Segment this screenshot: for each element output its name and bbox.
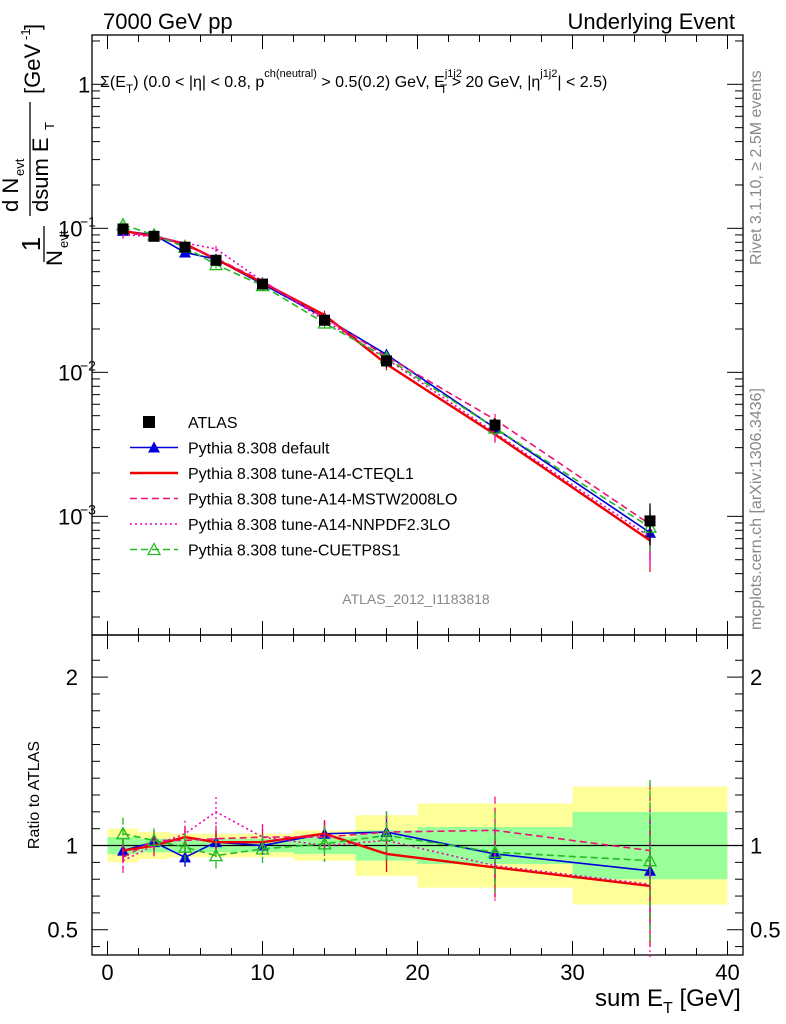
title-part: > 0.5(0.2) GeV, E [317, 74, 445, 91]
x-label-part: sum E [595, 985, 663, 1012]
title-part: | < 2.5) [557, 74, 607, 91]
y-label-one: 1 [16, 237, 46, 251]
y-tick-label: 10 [58, 216, 82, 241]
ratio-y-tick-label: 2 [66, 665, 78, 690]
mcplots-source-label: mcplots.cern.ch [arXiv:1306.3436] [748, 388, 765, 630]
y-label-dsum-sub: T [42, 122, 57, 130]
atlas-data-point [179, 241, 191, 253]
x-label-text: sum ET [GeV] [595, 985, 741, 1017]
atlas-data-point [489, 419, 501, 431]
atlas-data-point [381, 355, 392, 367]
ratio-series-point-4 [379, 828, 394, 842]
legend-marker-4 [146, 542, 162, 556]
ratio-y-axis-label: Ratio to ATLAS [26, 741, 43, 849]
analysis-id-watermark: ATLAS_2012_I1183818 [342, 591, 490, 607]
ratio-series-point-4 [177, 839, 193, 853]
y-label-dsum: dsum E [28, 137, 53, 212]
x-tick-label: 30 [560, 960, 584, 985]
ratio-series-point-4 [487, 844, 503, 858]
rivet-version-label: Rivet 3.1.10, ≥ 2.5M events [748, 70, 765, 265]
y-label-unit: [GeV [20, 44, 45, 94]
ratio-series-point-4 [115, 826, 131, 840]
legend-marker-atlas [143, 416, 155, 428]
y-label-nevt: N [42, 250, 67, 266]
ratio-y-tick-label: 1 [66, 834, 78, 859]
y-tick-exponent: −3 [80, 501, 96, 517]
ratio-series-point-4 [317, 836, 332, 850]
legend: ATLAS Pythia 8.308 default Pythia 8.308 tu… [130, 415, 457, 560]
ratio-series-point-4 [255, 841, 270, 855]
y-label-dn-sub: evt [12, 158, 27, 176]
atlas-data-point [319, 314, 330, 326]
y-label-unit-sup: -1 [18, 28, 33, 40]
ratio-series-point-4 [642, 853, 658, 867]
title-part: T [126, 82, 134, 96]
ratio-series-point-4 [208, 848, 224, 862]
x-tick-label: 40 [715, 960, 739, 985]
y-tick-label: 1 [78, 72, 90, 97]
title-part: Σ(E [100, 74, 126, 91]
ratio-y-tick-label-right: 0.5 [750, 918, 781, 943]
y-tick-exponent: −1 [80, 213, 96, 229]
title-part: ch(neutral) [264, 68, 317, 80]
title-part: > 20 GeV, |η [447, 74, 540, 91]
ratio-y-tick-label-right: 2 [750, 665, 762, 690]
title-part: j1j2 [444, 68, 462, 80]
y-label-nevt-sub: evt [56, 230, 71, 248]
x-tick-label: 10 [250, 960, 274, 985]
legend-label-4: Pythia 8.308 tune-CUETP8S1 [188, 543, 401, 560]
ratio-plot-panel: 0 10 20 30 40 0.5 0.5 1 1 2 2 [47, 634, 781, 985]
y-tick-label: 10 [58, 360, 82, 385]
chart-title: Σ(ET) (0.0 < |η| < 0.8, pch(neutral) > 0… [100, 68, 607, 96]
ratio-y-tick-label: 0.5 [47, 918, 78, 943]
collision-energy-label: 7000 GeV pp [103, 9, 233, 34]
x-axis-label: sum ET [GeV] [595, 985, 741, 1017]
legend-marker-0 [148, 441, 160, 453]
legend-label-0: Pythia 8.308 default [188, 441, 330, 458]
legend-label-2: Pythia 8.308 tune-A14-MSTW2008LO [188, 492, 457, 509]
title-part: ) (0.0 < |η| < 0.8, p [133, 74, 264, 91]
x-tick-label: 0 [101, 960, 113, 985]
x-label-unit: [GeV] [673, 985, 741, 1012]
title-part: j1j2 [539, 68, 557, 80]
atlas-data-point [148, 230, 160, 242]
analysis-type-label: Underlying Event [567, 9, 735, 34]
x-label-sub: T [663, 1000, 673, 1017]
y-label-unit-close: ] [20, 24, 45, 30]
main-plot-panel: 10−310−210−11 [58, 34, 744, 636]
title-part: T [440, 82, 448, 96]
legend-label-1: Pythia 8.308 tune-A14-CTEQL1 [188, 466, 414, 483]
y-tick-exponent: −2 [80, 357, 96, 373]
ratio-y-tick-label-right: 1 [750, 834, 762, 859]
legend-label-atlas: ATLAS [188, 415, 238, 432]
y-label-dn: d N [0, 178, 23, 212]
ratio-series-line-3 [122, 810, 651, 886]
atlas-data-point [257, 278, 268, 290]
atlas-data-point [644, 515, 656, 527]
legend-label-3: Pythia 8.308 tune-A14-NNPDF2.3LO [188, 517, 450, 534]
y-tick-label: 10 [58, 504, 82, 529]
chart-title-text: Σ(ET) (0.0 < |η| < 0.8, pch(neutral) > 0… [100, 68, 607, 96]
ratio-series-point-4 [146, 833, 162, 847]
x-tick-label: 20 [405, 960, 429, 985]
atlas-data-point [117, 223, 129, 235]
atlas-data-point [210, 254, 222, 266]
